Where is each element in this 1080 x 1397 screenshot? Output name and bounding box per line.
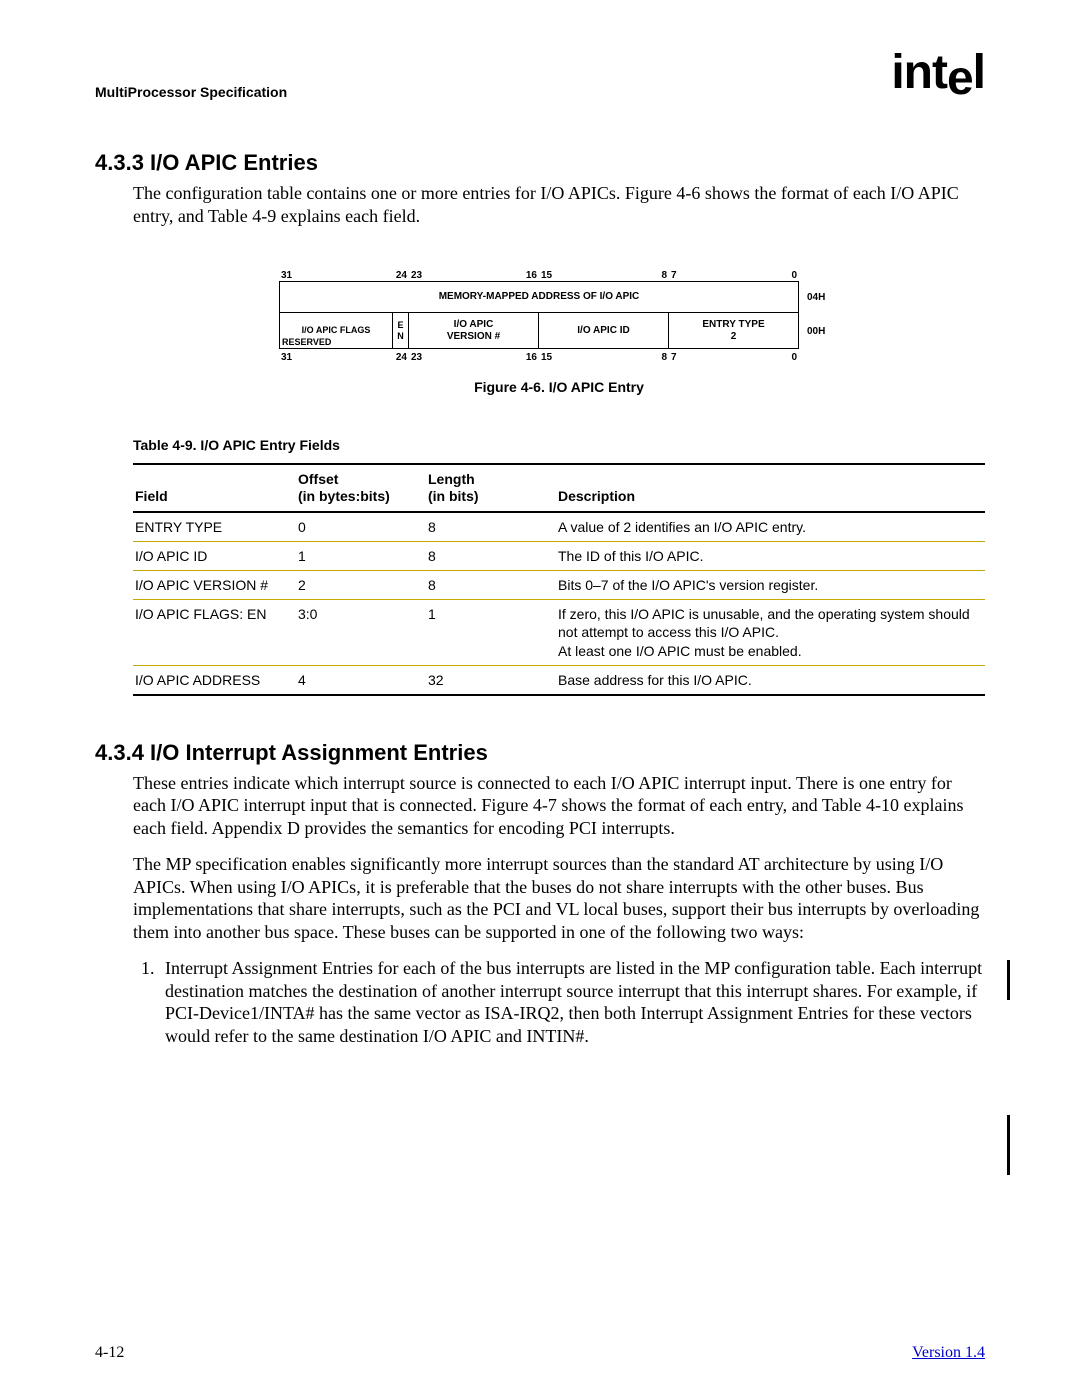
cell-length: 1 [428, 605, 558, 660]
cell-field: I/O APIC VERSION # [133, 576, 298, 594]
section-heading-433: 4.3.3 I/O APIC Entries [95, 150, 985, 176]
link-pci-device[interactable]: -Device1/INTA# [193, 1003, 315, 1023]
bit-label: 23 [409, 270, 424, 281]
fig-offset: 04H [799, 281, 839, 313]
bit-label: 15 [539, 270, 554, 281]
bit-label: 16 [524, 352, 539, 363]
fig-flags-label: I/O APIC FLAGS [281, 325, 391, 335]
cell-offset: 1 [298, 547, 428, 565]
fig-row1: MEMORY-MAPPED ADDRESS OF I/O APIC [279, 281, 799, 313]
cell-field: I/O APIC ID [133, 547, 298, 565]
cell-length: 8 [428, 576, 558, 594]
fig-reserved: RESERVED [282, 337, 390, 347]
fig-n: N [394, 331, 407, 341]
doc-title: MultiProcessor Specification [95, 84, 287, 100]
col-header-field: Field [133, 471, 298, 505]
table-row: I/O APIC ADDRESS432Base address for this… [133, 666, 985, 694]
bit-label: 24 [394, 270, 409, 281]
figure-caption: Figure 4-6. I/O APIC Entry [133, 379, 985, 395]
bit-label: 15 [539, 352, 554, 363]
cell-offset: 2 [298, 576, 428, 594]
bit-label: 31 [279, 270, 294, 281]
col-header-desc: Description [558, 471, 985, 505]
cell-field: I/O APIC FLAGS: EN [133, 605, 298, 660]
change-bar [1007, 960, 1010, 1000]
section-434-para2: The MP specification enables significant… [133, 853, 985, 943]
table-row: I/O APIC ID18The ID of this I/O APIC. [133, 542, 985, 571]
col-header-offset: Offset(in bytes:bits) [298, 471, 428, 505]
bit-label: 7 [669, 270, 679, 281]
bit-label: 8 [659, 352, 669, 363]
cell-length: 8 [428, 518, 558, 536]
table-row: I/O APIC VERSION #28Bits 0–7 of the I/O … [133, 571, 985, 600]
fig-e: E [394, 320, 407, 330]
bit-label: 16 [524, 270, 539, 281]
fig-id: I/O APIC ID [539, 313, 669, 349]
bit-label: 31 [279, 352, 294, 363]
bit-label: 0 [789, 270, 799, 281]
bit-label: 7 [669, 352, 679, 363]
section-433-para: The configuration table contains one or … [133, 182, 985, 227]
figure-4-6: 31 24 23 16 15 8 7 0 MEMORY-MAP [95, 267, 985, 395]
intel-logo: intel [891, 45, 985, 100]
change-bar [1007, 1115, 1010, 1175]
cell-desc: A value of 2 identifies an I/O APIC entr… [558, 518, 985, 536]
version-link[interactable]: Version 1.4 [912, 1344, 985, 1362]
fig-offset: 00H [799, 313, 839, 349]
cell-offset: 0 [298, 518, 428, 536]
cell-field: I/O APIC ADDRESS [133, 671, 298, 689]
section-434-para1: These entries indicate which interrupt s… [133, 772, 985, 840]
cell-desc: If zero, this I/O APIC is unusable, and … [558, 605, 985, 660]
bit-label: 24 [394, 352, 409, 363]
cell-field: ENTRY TYPE [133, 518, 298, 536]
cell-desc: Bits 0–7 of the I/O APIC's version regis… [558, 576, 985, 594]
list-item-1: Interrupt Assignment Entries for each of… [159, 957, 985, 1047]
cell-length: 8 [428, 547, 558, 565]
page-number: 4-12 [95, 1344, 124, 1362]
fig-etype-l1: ENTRY TYPE [671, 319, 796, 331]
bit-label: 23 [409, 352, 424, 363]
cell-offset: 4 [298, 671, 428, 689]
col-header-length: Length(in bits) [428, 471, 558, 505]
fig-ver-l2: VERSION # [411, 331, 536, 343]
cell-offset: 3:0 [298, 605, 428, 660]
section-heading-434: 4.3.4 I/O Interrupt Assignment Entries [95, 740, 985, 766]
cell-desc: The ID of this I/O APIC. [558, 547, 985, 565]
table-row: I/O APIC FLAGS: EN3:01If zero, this I/O … [133, 600, 985, 666]
table-row: ENTRY TYPE08A value of 2 identifies an I… [133, 513, 985, 542]
fig-ver-l1: I/O APIC [411, 319, 536, 331]
bit-label: 0 [789, 352, 799, 363]
cell-length: 32 [428, 671, 558, 689]
bit-label: 8 [659, 270, 669, 281]
fig-etype-l2: 2 [671, 331, 796, 343]
table-caption: Table 4-9. I/O APIC Entry Fields [133, 437, 985, 453]
cell-desc: Base address for this I/O APIC. [558, 671, 985, 689]
table-4-9: Field Offset(in bytes:bits) Length(in bi… [133, 463, 985, 696]
